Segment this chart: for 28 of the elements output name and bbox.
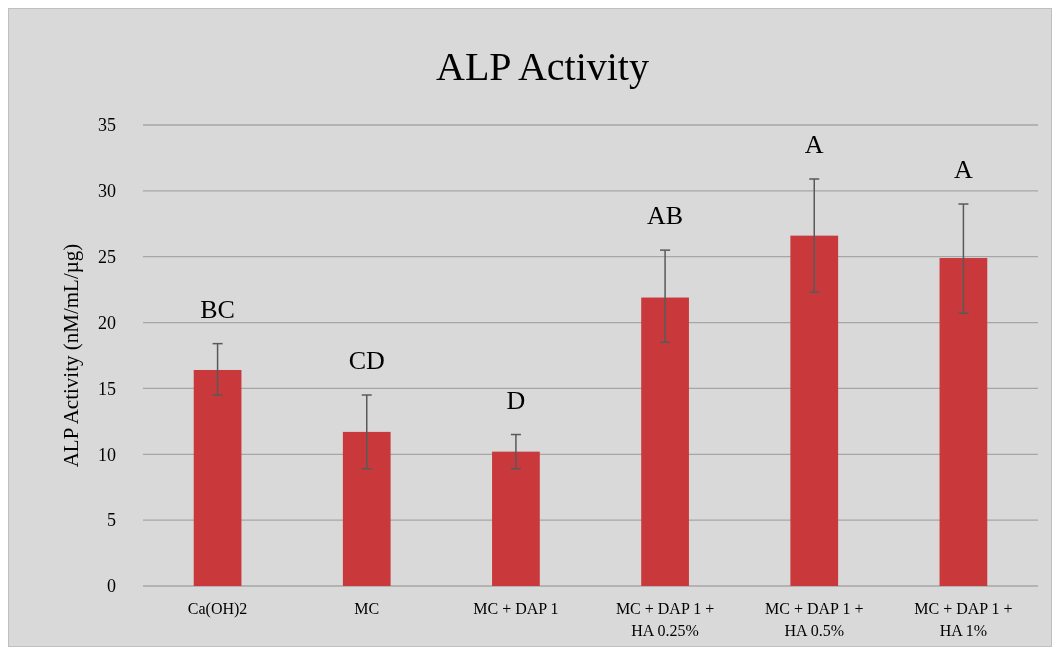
chart-title: ALP Activity xyxy=(436,44,649,89)
y-tick-label: 20 xyxy=(98,312,116,333)
bar xyxy=(342,431,391,586)
bar xyxy=(641,297,689,586)
x-tick-label: MC + DAP 1 + HA 0.25% xyxy=(615,600,715,639)
y-tick-label: 25 xyxy=(98,247,116,268)
annotation: BC xyxy=(200,294,235,324)
bar xyxy=(790,235,839,586)
bar xyxy=(492,451,540,586)
x-tick-label: Ca(OH)2 xyxy=(187,600,248,618)
y-tick-label: 15 xyxy=(98,378,116,399)
annotation: A xyxy=(954,155,974,185)
bar xyxy=(939,258,988,586)
x-tick-label: MC + DAP 1 + HA 1% xyxy=(914,600,1013,639)
y-tick-label: 35 xyxy=(98,115,116,136)
annotation: A xyxy=(804,130,824,159)
y-axis-title: ALP Activity (nM/mL/µg) xyxy=(59,243,83,468)
x-tick-label: MC + DAP 1 xyxy=(473,600,559,617)
annotation: D xyxy=(506,385,526,415)
bar xyxy=(193,369,242,586)
x-tick-label: MC + DAP 1 + HA 0.5% xyxy=(765,600,864,639)
y-tick-label: 5 xyxy=(107,510,116,531)
annotation: CD xyxy=(348,346,385,376)
y-tick-label: 10 xyxy=(98,444,116,465)
y-tick-label: 30 xyxy=(98,181,116,202)
x-tick-label: MC xyxy=(354,600,380,617)
annotation: AB xyxy=(647,201,684,231)
y-tick-label: 0 xyxy=(107,576,116,597)
